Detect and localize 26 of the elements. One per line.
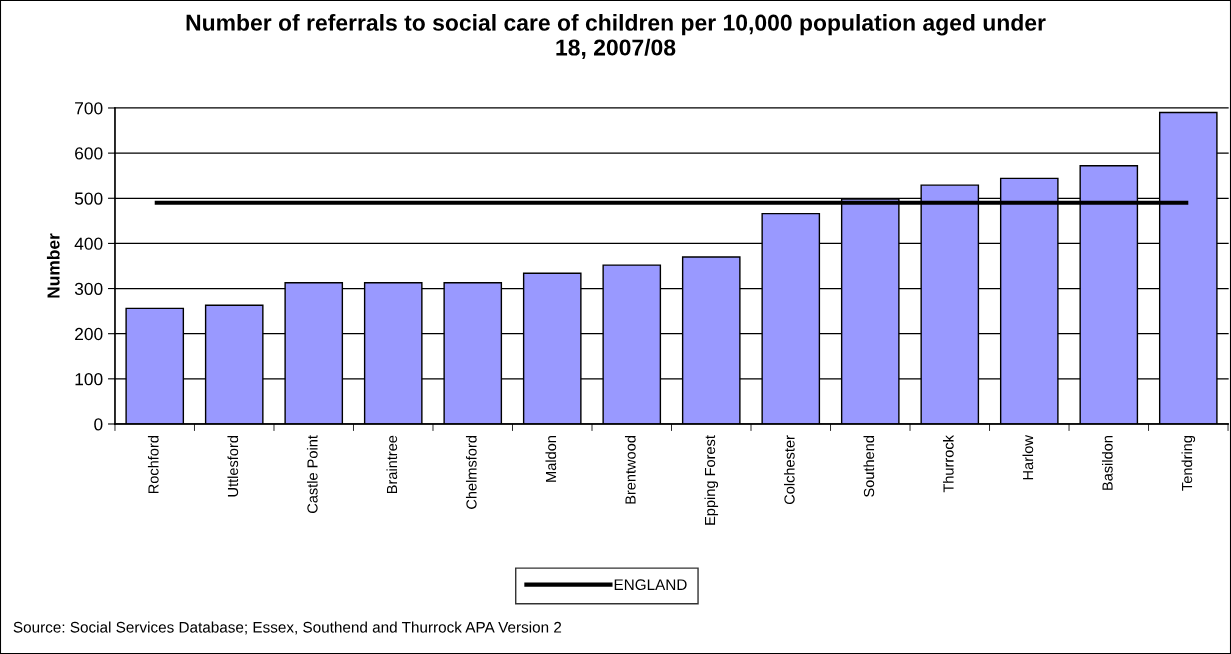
y-tick-label: 300: [74, 282, 103, 296]
x-tick-label: Tendring: [1181, 436, 1196, 491]
x-tick-label: Castle Point: [306, 435, 318, 513]
x-tick-label: Brentwood: [624, 436, 636, 504]
x-tick-label: Colchester: [783, 435, 795, 505]
y-tick-label: 200: [75, 327, 103, 341]
y-tick-label: 0: [94, 418, 103, 431]
chart-title: Number of referrals to social care of children per 10,000 population aged under 18, 2007/08: [186, 14, 1046, 59]
x-tick-label: Epping Forest: [704, 435, 719, 525]
x-tick-label: Uttlesford: [227, 436, 239, 497]
y-axis-title: Number: [46, 233, 60, 298]
x-tick-label: Rochford: [147, 436, 159, 494]
x-tick-label: Southend: [863, 436, 875, 497]
y-tick-label: 400: [74, 237, 103, 250]
x-tick-label: Thurrock: [942, 435, 954, 493]
x-tick-label: Braintree: [386, 435, 398, 494]
x-tick-label: Basildon: [1101, 436, 1113, 490]
x-tick-label: Harlow: [1022, 435, 1034, 480]
y-tick-label: 100: [75, 373, 103, 386]
y-tick-label: 700: [75, 102, 103, 115]
x-tick-label: Chelmsford: [465, 436, 477, 509]
y-tick-label: 500: [74, 192, 103, 205]
source-note: Source: Social Services Database; Essex, Southend and Thurrock APA Version 2: [13, 621, 562, 635]
text: ENGLAND: [614, 579, 687, 591]
y-tick-label: 600: [75, 147, 103, 160]
x-tick-label: Maldon: [545, 436, 557, 482]
